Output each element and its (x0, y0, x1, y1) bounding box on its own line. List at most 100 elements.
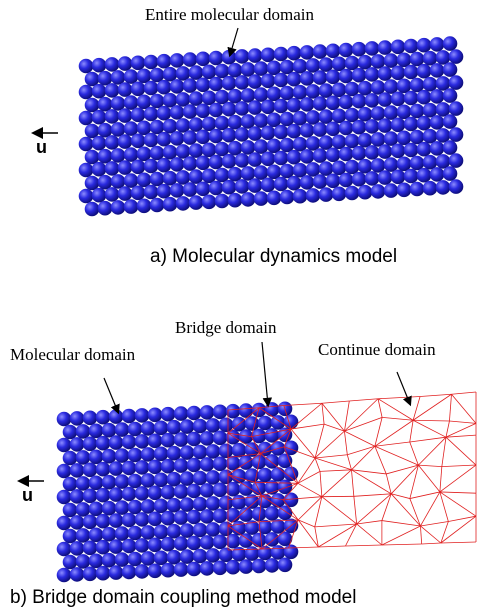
atom (404, 65, 419, 80)
atom (96, 514, 111, 529)
atom (174, 536, 189, 551)
atom (200, 535, 215, 550)
atom (109, 409, 124, 424)
mesh-edge (420, 526, 421, 544)
mesh-edge (449, 394, 451, 421)
atom (345, 108, 360, 123)
atom (345, 134, 360, 149)
atom (141, 447, 156, 462)
mesh-edge (345, 545, 381, 546)
atom (167, 550, 182, 565)
atom (271, 467, 286, 482)
atom (352, 94, 367, 109)
atom (235, 127, 250, 142)
mesh-edge (413, 420, 449, 421)
atom (115, 422, 130, 437)
atom (89, 528, 104, 543)
atom (213, 405, 228, 420)
mesh-edge (298, 497, 322, 520)
atom (109, 487, 124, 502)
atom (306, 188, 321, 203)
atom (167, 498, 182, 513)
atom (365, 145, 380, 160)
atom (410, 182, 425, 197)
mesh-edge (357, 524, 382, 545)
atom (57, 438, 72, 453)
atom (148, 434, 163, 449)
atom (187, 562, 202, 577)
atom (306, 162, 321, 177)
atom (122, 539, 137, 554)
atom (92, 110, 107, 125)
atom (115, 526, 130, 541)
atom (70, 515, 85, 530)
atom (170, 131, 185, 146)
atom (300, 97, 315, 112)
mesh-edge (315, 458, 351, 470)
atom (278, 454, 293, 469)
atom (79, 85, 94, 100)
atom (174, 406, 189, 421)
atom (111, 200, 126, 215)
atom (183, 130, 198, 145)
atom (228, 167, 243, 182)
atom (449, 127, 464, 142)
atom (96, 410, 111, 425)
atom (410, 104, 425, 119)
label: Continue domain (318, 340, 436, 359)
atom (161, 537, 176, 552)
atom (193, 497, 208, 512)
mesh-edge (344, 399, 378, 431)
atom (154, 421, 169, 436)
atom (436, 76, 451, 91)
atom (124, 147, 139, 162)
atom (183, 104, 198, 119)
atom (274, 125, 289, 140)
atom (235, 75, 250, 90)
mesh-edge (298, 471, 320, 483)
atom (157, 132, 172, 147)
atom (63, 503, 78, 518)
atom (358, 55, 373, 70)
atom (293, 137, 308, 152)
atom (189, 195, 204, 210)
atom (365, 93, 380, 108)
atom (254, 191, 269, 206)
atom (391, 92, 406, 107)
atom (384, 131, 399, 146)
atom (176, 170, 191, 185)
atom (83, 411, 98, 426)
mesh-edge (322, 401, 349, 403)
atom (85, 150, 100, 165)
atom (293, 59, 308, 74)
atom (306, 136, 321, 151)
atom (189, 65, 204, 80)
atom (371, 80, 386, 95)
atom (144, 81, 159, 96)
atom (128, 552, 143, 567)
figure: Entire molecular domain u a) Molecular d… (0, 0, 490, 613)
atom (423, 103, 438, 118)
atom (163, 145, 178, 160)
atom (443, 114, 458, 129)
atom (193, 549, 208, 564)
atom (436, 128, 451, 143)
atom (105, 83, 120, 98)
atom (187, 406, 202, 421)
atom (319, 135, 334, 150)
atom (241, 62, 256, 77)
atom (196, 130, 211, 145)
atom (187, 536, 202, 551)
atom (430, 141, 445, 156)
atom (150, 94, 165, 109)
atom (436, 154, 451, 169)
atom (248, 48, 263, 63)
atom (85, 72, 100, 87)
atom (209, 103, 224, 118)
mesh-edge (320, 471, 322, 496)
atom (111, 96, 126, 111)
mesh-edge (382, 526, 421, 545)
atom (267, 191, 282, 206)
mesh-edge (382, 544, 422, 545)
atom (163, 171, 178, 186)
